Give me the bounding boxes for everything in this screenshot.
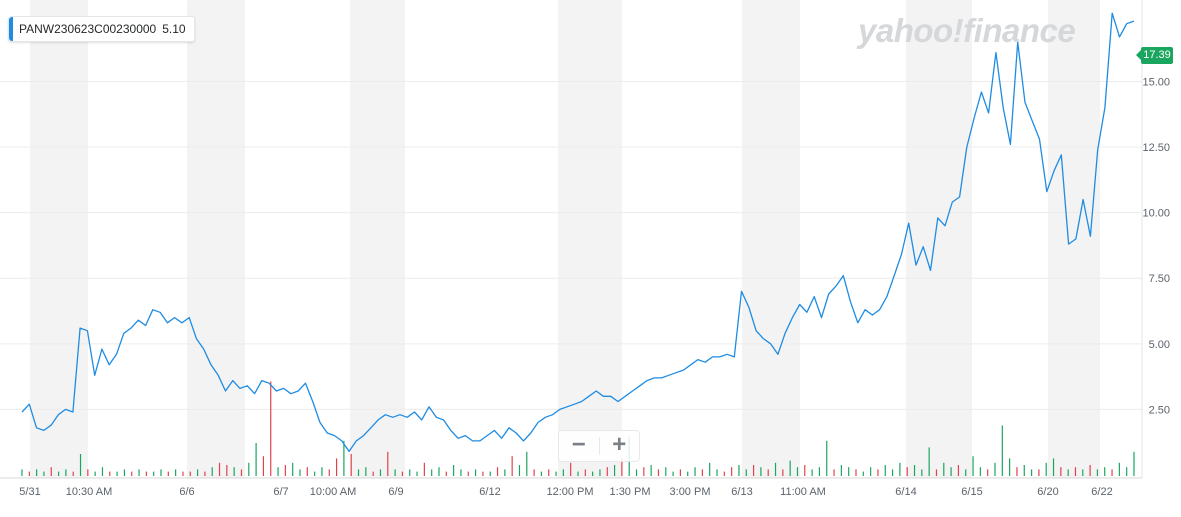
y-tick-label: 2.50 [1149,404,1170,416]
series-swatch [9,17,13,41]
x-tick-label: 6/7 [273,486,288,498]
x-tick-label: 10:30 AM [66,486,112,498]
legend-symbol: PANW230623C00230000 [19,22,157,36]
day-band-0 [30,0,88,478]
legend-value: 5.10 [162,22,186,36]
day-band-4 [742,0,800,478]
x-tick-label: 6/20 [1037,486,1058,498]
x-tick-label: 6/15 [961,486,982,498]
last-price-badge: 17.39 [1136,47,1173,64]
y-tick-label: 5.00 [1149,339,1170,351]
legend[interactable]: PANW230623C00230000 5.10 [8,16,195,42]
x-tick-label: 6/12 [479,486,500,498]
x-tick-label: 12:00 PM [546,486,593,498]
y-tick-label: 7.50 [1149,273,1170,285]
x-tick-label: 6/13 [731,486,752,498]
zoom-in-button[interactable]: + [612,431,627,458]
watermark-logo: yahoo!finance [858,12,1076,49]
day-band-5 [906,0,972,478]
x-tick-label: 6/6 [179,486,194,498]
x-tick-label: 3:00 PM [670,486,711,498]
x-tick-label: 6/14 [895,486,916,498]
zoom-out-button[interactable]: − [571,431,586,458]
x-tick-label: 10:00 AM [310,486,356,498]
x-tick-label: 11:00 AM [780,486,826,498]
x-tick-label: 1:30 PM [610,486,651,498]
x-tick-label: 6/22 [1091,486,1112,498]
series-line [21,12,1135,453]
y-tick-label: 10.00 [1142,208,1170,220]
zoom-separator [598,437,600,455]
y-tick-label: 12.50 [1142,142,1170,154]
x-tick-label: 5/31 [19,486,40,498]
day-band-2 [350,0,405,478]
day-band-3 [558,0,622,478]
day-band-6 [1048,0,1100,478]
zoom-control: − + [558,430,640,462]
day-band-1 [187,0,245,478]
y-tick-label: 15.00 [1142,76,1170,88]
x-tick-label: 6/9 [388,486,403,498]
